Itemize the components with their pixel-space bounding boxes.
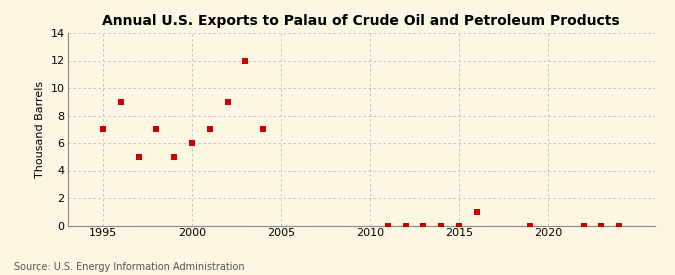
Point [578, 223, 589, 228]
Point [400, 223, 411, 228]
Point [187, 141, 198, 145]
Point [471, 210, 482, 214]
Point [454, 223, 464, 228]
Point [205, 127, 215, 131]
Point [614, 223, 624, 228]
Point [436, 223, 447, 228]
Point [240, 58, 251, 63]
Point [383, 223, 394, 228]
Title: Annual U.S. Exports to Palau of Crude Oil and Petroleum Products: Annual U.S. Exports to Palau of Crude Oi… [103, 14, 620, 28]
Y-axis label: Thousand Barrels: Thousand Barrels [35, 81, 45, 178]
Point [222, 100, 233, 104]
Point [115, 100, 126, 104]
Point [524, 223, 535, 228]
Point [169, 155, 180, 159]
Point [133, 155, 144, 159]
Point [418, 223, 429, 228]
Point [98, 127, 109, 131]
Text: Source: U.S. Energy Information Administration: Source: U.S. Energy Information Administ… [14, 262, 244, 272]
Point [596, 223, 607, 228]
Point [151, 127, 162, 131]
Point [258, 127, 269, 131]
